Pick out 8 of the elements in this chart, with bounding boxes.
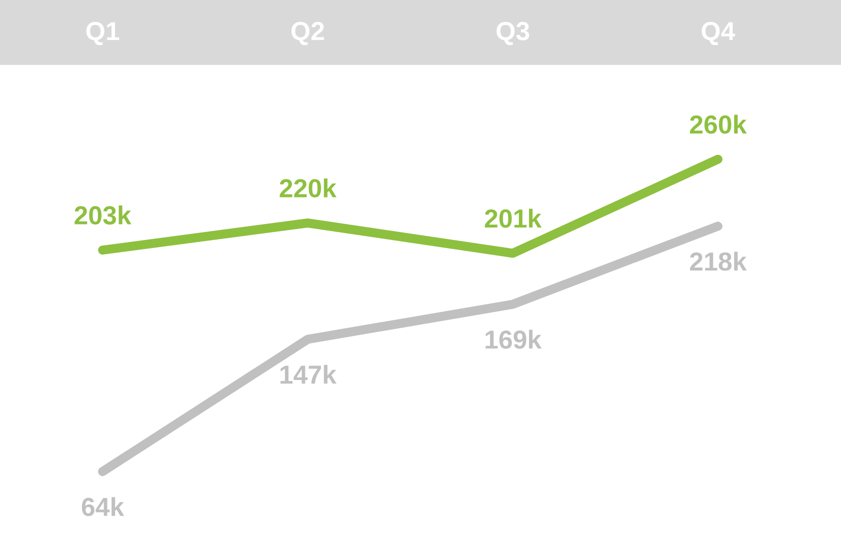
data-label: 203k bbox=[74, 206, 132, 225]
data-label: 201k bbox=[484, 208, 542, 228]
data-label: 218k bbox=[690, 252, 747, 271]
data-label: 260k bbox=[690, 114, 747, 134]
data-label: 147k bbox=[280, 364, 337, 384]
data-label: 64k bbox=[82, 497, 124, 516]
data-label: 220k bbox=[280, 178, 337, 198]
data-label: 169k bbox=[486, 330, 542, 349]
